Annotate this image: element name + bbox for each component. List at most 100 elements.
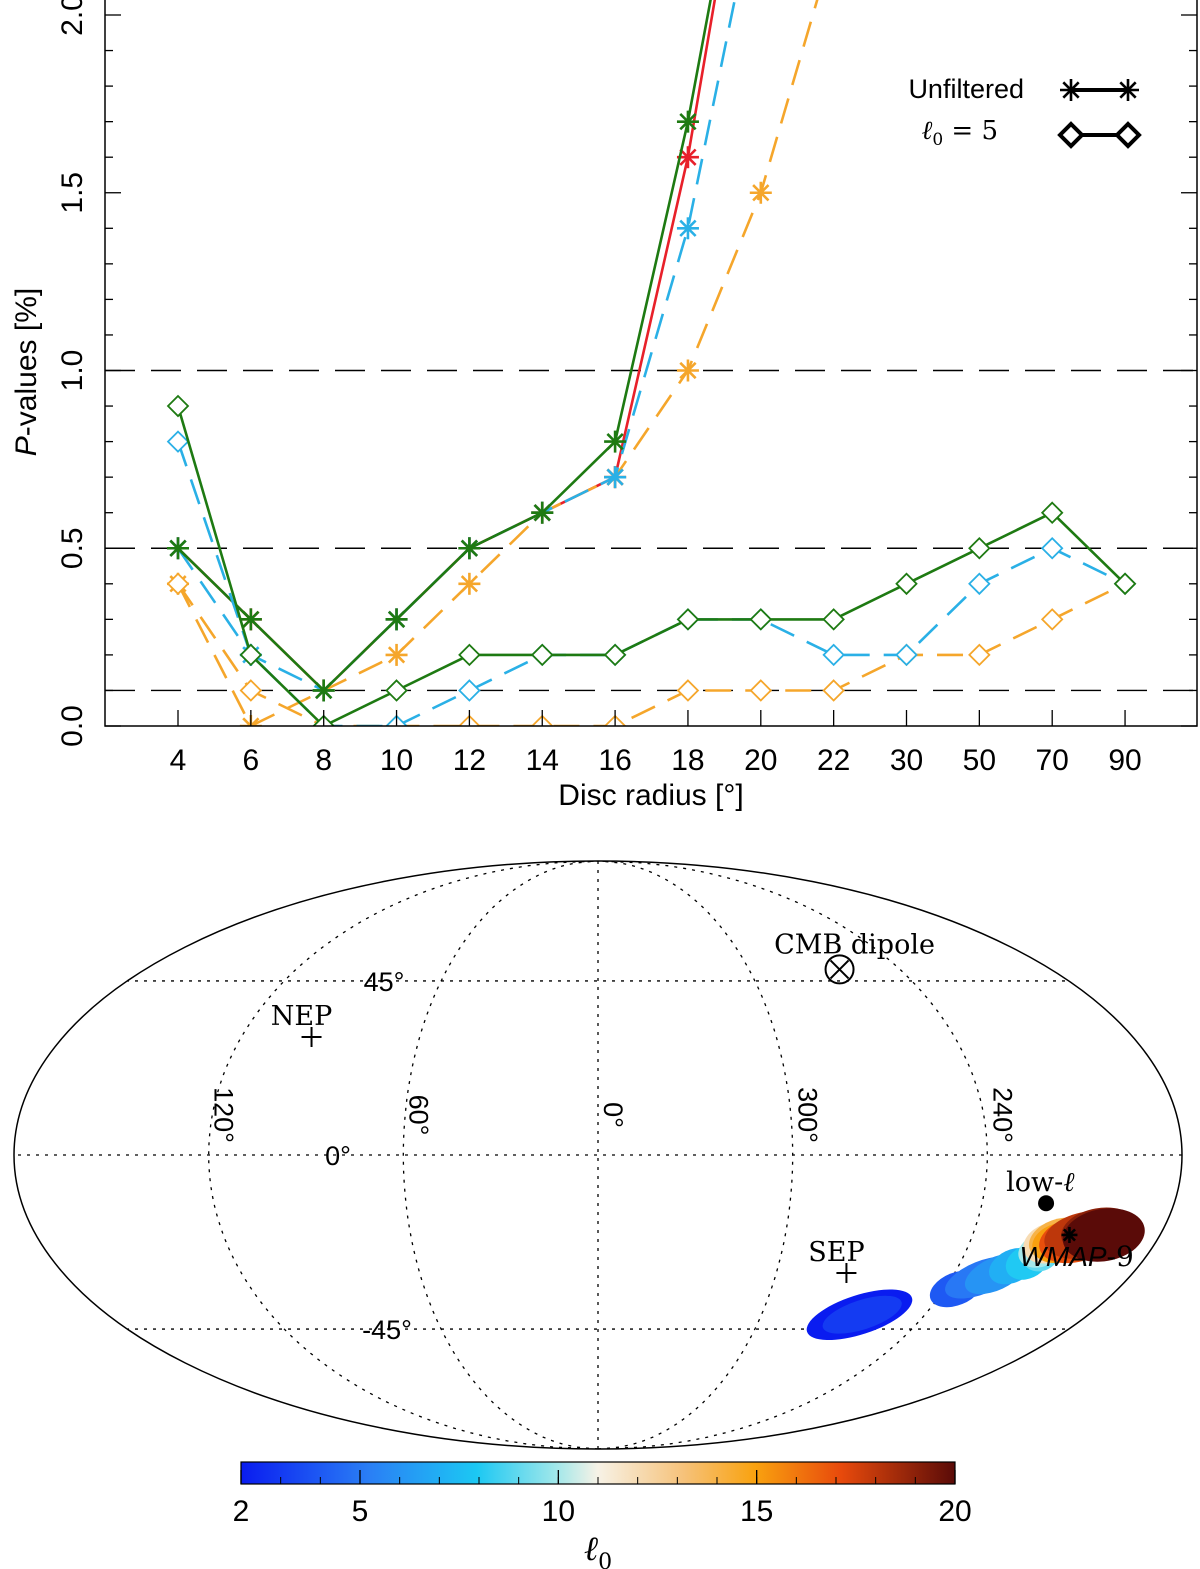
legend-ell-sub: 0 [932, 130, 943, 150]
series-point-6 [822, 608, 845, 631]
series-point-3 [676, 110, 699, 133]
series-point-1 [385, 643, 408, 666]
colorbar-tick-label: 20 [938, 1495, 971, 1528]
series-point-6 [676, 608, 700, 631]
legend-marker [1114, 121, 1142, 149]
y-axis-label-italic: P [10, 436, 43, 456]
y-tick-label: 0.5 [56, 527, 89, 569]
y-tick-label: 0.0 [56, 705, 89, 747]
y-tick-label: 1.5 [56, 172, 89, 214]
series-point-6 [166, 394, 190, 418]
x-tick-label: 30 [890, 744, 923, 777]
l0-region-3 [822, 1295, 902, 1334]
map-points: NEP SEP CMB dipole low-ℓ WMAP-9 [271, 929, 1134, 1284]
series-point-6 [968, 536, 991, 560]
x-tick-label: 18 [671, 744, 704, 777]
meridian-line [402, 861, 599, 1449]
y-axis-label-rest: -values [%] [10, 288, 43, 436]
legend-marker [1060, 79, 1082, 101]
colorbar-label-sub: 0 [598, 1550, 612, 1569]
colorbar-tick-label: 10 [542, 1495, 575, 1528]
point-label-rest: -9 [1107, 1240, 1134, 1273]
plot-frame [104, 0, 1198, 727]
series-point-6 [385, 679, 408, 702]
colorbar-tick-label: 5 [352, 1495, 369, 1528]
x-tick-label: 12 [453, 744, 486, 777]
longitude-label: 60° [403, 1095, 433, 1136]
series-6 [166, 394, 1137, 726]
legend-symbol-unfiltered [1060, 79, 1139, 101]
y-axis: 0.0 0.5 1.0 1.5 2.0 [56, 0, 1197, 747]
series-point-4 [166, 572, 190, 596]
series-point-5 [968, 572, 991, 596]
map-boundary [13, 860, 1183, 1450]
y-tick-label: 1.0 [56, 350, 89, 392]
legend-label-l0: ℓ0 = 5 [921, 116, 998, 150]
point-marker-4 [1061, 1226, 1078, 1243]
series-point-6 [239, 643, 263, 667]
colorbar-ticks: 2 5 10 15 20 [233, 1470, 972, 1528]
series-point-6 [895, 572, 918, 596]
series-2 [167, 0, 737, 702]
point-label-2: CMB dipole [774, 929, 935, 960]
series-point-3 [531, 501, 554, 524]
series-line-4 [176, 582, 1126, 726]
series-point-3 [458, 537, 481, 560]
legend-symbol-l0 [1057, 121, 1142, 149]
x-tick-label: 16 [598, 744, 631, 777]
x-tick-label: 20 [744, 744, 777, 777]
series-point-3 [385, 608, 408, 631]
x-tick-label: 14 [526, 744, 559, 777]
l0-region-20 [1062, 1208, 1145, 1262]
point-marker-2 [824, 954, 855, 985]
y-axis-label: P-values [%] [10, 288, 43, 456]
colorbar-label-ell: ℓ [584, 1529, 598, 1569]
series-point-6 [749, 608, 773, 631]
point-marker-0 [301, 1026, 322, 1047]
series-point-5 [822, 643, 845, 667]
series-0 [167, 0, 717, 702]
series-point-6 [1113, 572, 1137, 596]
x-axis: 4 6 8 10 12 14 16 18 20 22 30 50 70 90 [170, 710, 1142, 777]
meridian-line [597, 861, 794, 1449]
longitude-label: 0° [598, 1102, 628, 1128]
latitude-label: 0° [325, 1141, 351, 1171]
longitude-label: 300° [793, 1087, 823, 1143]
point-label-italic: WMAP [1019, 1241, 1106, 1272]
x-axis-label: Disc radius [°] [558, 779, 743, 812]
legend: Unfiltered ℓ0 = 5 [908, 74, 1142, 150]
point-label-3: low-ℓ [1006, 1167, 1075, 1198]
latitude-label: -45° [362, 1315, 412, 1345]
longitude-label: 120° [209, 1087, 239, 1143]
series-layer [166, 0, 1137, 726]
reference-lines [105, 369, 1197, 692]
colorbar-tick-label: 15 [740, 1495, 773, 1528]
x-tick-label: 6 [243, 744, 260, 777]
series-line-1 [176, 0, 819, 726]
map-axis-labels: 45° 0° -45° 120° 60° 0° 300° 240° [209, 967, 1018, 1345]
series-point-5 [166, 430, 190, 453]
legend-label-unfiltered: Unfiltered [908, 74, 1024, 104]
series-point-6 [530, 643, 554, 667]
series-point-4 [239, 679, 263, 702]
x-tick-label: 90 [1108, 744, 1141, 777]
legend-l0-rest: = 5 [943, 116, 998, 146]
series-point-3 [167, 537, 189, 560]
series-3 [167, 0, 712, 702]
series-point-6 [603, 643, 627, 667]
point-label-0: NEP [271, 1001, 333, 1032]
x-tick-label: 10 [380, 744, 413, 777]
point-label-main: low- [1006, 1167, 1063, 1198]
series-point-4 [749, 679, 773, 702]
legend-marker [1117, 79, 1139, 101]
latitude-label: 45° [364, 967, 405, 997]
series-point-3 [604, 430, 627, 453]
series-point-2 [604, 466, 627, 489]
point-marker-3 [1038, 1195, 1055, 1212]
series-point-4 [676, 679, 700, 702]
legend-marker [1057, 121, 1085, 149]
series-point-6 [458, 643, 481, 667]
longitude-label: 240° [987, 1087, 1017, 1143]
series-point-3 [312, 679, 335, 702]
